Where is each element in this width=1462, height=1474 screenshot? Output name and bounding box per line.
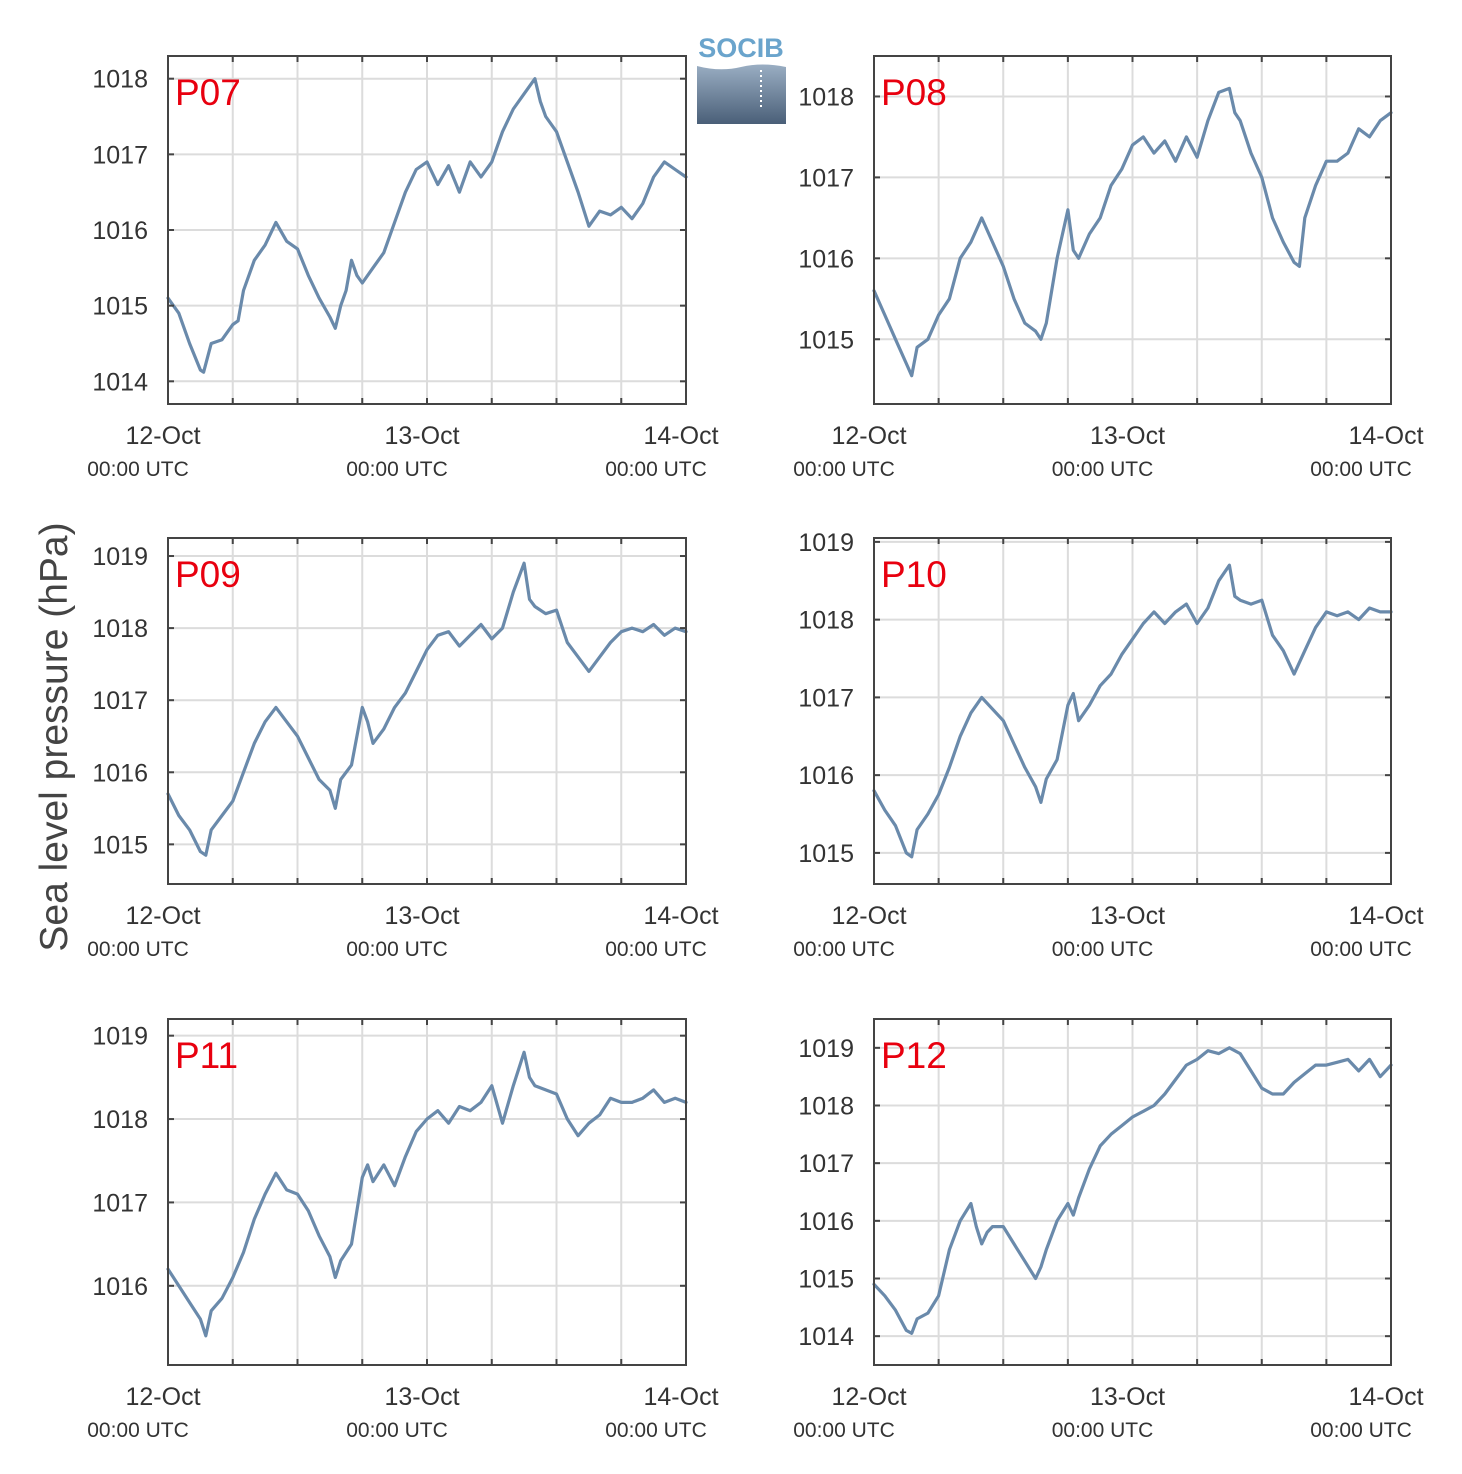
panel-label: P12 bbox=[881, 1035, 947, 1076]
x-tick-sublabel: 00:00 UTC bbox=[793, 458, 895, 481]
x-tick-label: 13-Oct bbox=[1090, 422, 1165, 450]
x-tick-sublabel: 00:00 UTC bbox=[1052, 1419, 1154, 1442]
y-tick-label: 1018 bbox=[798, 1093, 854, 1121]
x-tick-sublabel: 00:00 UTC bbox=[346, 458, 448, 481]
panels: 1014 1015 1016 1017 1018 12-Oct 00:00 UTC 13-Oc… bbox=[87, 55, 1424, 1442]
x-tick-sublabel: 00:00 UTC bbox=[1052, 458, 1154, 481]
x-tick-label: 14-Oct bbox=[643, 1383, 718, 1411]
x-tick-label: 13-Oct bbox=[384, 422, 459, 450]
y-tick-label: 1015 bbox=[92, 293, 148, 321]
x-tick-label: 14-Oct bbox=[1348, 1383, 1423, 1411]
x-tick-label: 12-Oct bbox=[831, 422, 906, 450]
x-tick-sublabel: 00:00 UTC bbox=[87, 1419, 189, 1442]
series-line bbox=[166, 1050, 688, 1338]
series-line bbox=[872, 86, 1393, 378]
y-tick-label: 1019 bbox=[92, 543, 148, 571]
panel-p07: 1014 1015 1016 1017 1018 12-Oct 00:00 UTC 13-Oc… bbox=[87, 55, 719, 481]
x-tick-label: 12-Oct bbox=[831, 1383, 906, 1411]
y-tick-label: 1017 bbox=[92, 141, 148, 169]
panel-label: P07 bbox=[175, 72, 241, 113]
panel-p11: 1016 1017 1018 1019 12-Oct 00:00 UTC 13-Oct 00:… bbox=[87, 1018, 719, 1442]
x-tick-sublabel: 00:00 UTC bbox=[605, 938, 707, 961]
x-tick-label: 14-Oct bbox=[1348, 422, 1423, 450]
x-tick-sublabel: 00:00 UTC bbox=[1310, 458, 1412, 481]
panel-p08: 1015 1016 1017 1018 12-Oct 00:00 UTC 13-Oct 00:… bbox=[793, 55, 1424, 481]
y-tick-label: 1019 bbox=[92, 1023, 148, 1051]
y-tick-label: 1015 bbox=[798, 326, 854, 354]
y-tick-label: 1016 bbox=[92, 217, 148, 245]
x-tick-label: 12-Oct bbox=[125, 1383, 200, 1411]
y-tick-label: 1017 bbox=[798, 1150, 854, 1178]
x-tick-sublabel: 00:00 UTC bbox=[346, 938, 448, 961]
y-tick-label: 1018 bbox=[798, 607, 854, 635]
panel-p09: 1015 1016 1017 1018 1019 12-Oct 00:00 UTC 13-Oc… bbox=[87, 537, 719, 961]
x-tick-label: 13-Oct bbox=[1090, 902, 1165, 930]
y-tick-label: 1016 bbox=[92, 759, 148, 787]
panel-label: P08 bbox=[881, 72, 947, 113]
x-tick-sublabel: 00:00 UTC bbox=[87, 938, 189, 961]
x-tick-sublabel: 00:00 UTC bbox=[1052, 938, 1154, 961]
socib-logo: SOCIB bbox=[697, 33, 786, 124]
x-tick-sublabel: 00:00 UTC bbox=[793, 1419, 895, 1442]
y-tick-label: 1017 bbox=[798, 684, 854, 712]
series-line bbox=[166, 77, 688, 374]
x-tick-sublabel: 00:00 UTC bbox=[793, 938, 895, 961]
panel-label: P09 bbox=[175, 554, 241, 595]
y-tick-label: 1019 bbox=[798, 529, 854, 557]
y-tick-label: 1018 bbox=[798, 83, 854, 111]
x-tick-sublabel: 00:00 UTC bbox=[605, 458, 707, 481]
y-tick-label: 1016 bbox=[798, 245, 854, 273]
series-line bbox=[166, 561, 688, 857]
x-tick-sublabel: 00:00 UTC bbox=[1310, 938, 1412, 961]
x-tick-label: 12-Oct bbox=[125, 422, 200, 450]
x-tick-label: 14-Oct bbox=[1348, 902, 1423, 930]
y-tick-label: 1015 bbox=[798, 1266, 854, 1294]
y-tick-label: 1016 bbox=[798, 1208, 854, 1236]
y-tick-label: 1017 bbox=[92, 1189, 148, 1217]
panel-p12: 1014 1015 1016 1017 1018 1019 12-Oct 00:00 UTC 1… bbox=[793, 1018, 1424, 1442]
x-tick-label: 13-Oct bbox=[384, 902, 459, 930]
y-tick-label: 1018 bbox=[92, 615, 148, 643]
y-tick-label: 1014 bbox=[92, 368, 148, 396]
y-tick-label: 1016 bbox=[92, 1273, 148, 1301]
y-tick-label: 1018 bbox=[92, 1106, 148, 1134]
x-tick-sublabel: 00:00 UTC bbox=[346, 1419, 448, 1442]
x-tick-label: 13-Oct bbox=[384, 1383, 459, 1411]
x-tick-label: 13-Oct bbox=[1090, 1383, 1165, 1411]
y-tick-label: 1015 bbox=[798, 840, 854, 868]
x-tick-label: 14-Oct bbox=[643, 422, 718, 450]
panel-label: P11 bbox=[175, 1035, 238, 1076]
y-axis-label: Sea level pressure (hPa) bbox=[33, 522, 76, 951]
y-tick-label: 1019 bbox=[798, 1035, 854, 1063]
y-tick-label: 1014 bbox=[798, 1323, 854, 1351]
x-tick-label: 12-Oct bbox=[831, 902, 906, 930]
y-tick-label: 1017 bbox=[92, 687, 148, 715]
x-tick-label: 12-Oct bbox=[125, 902, 200, 930]
y-tick-label: 1015 bbox=[92, 831, 148, 859]
series-line bbox=[872, 563, 1393, 859]
series-line bbox=[872, 1046, 1393, 1335]
y-tick-label: 1017 bbox=[798, 164, 854, 192]
panel-label: P10 bbox=[881, 554, 947, 595]
y-tick-label: 1016 bbox=[798, 762, 854, 790]
x-tick-label: 14-Oct bbox=[643, 902, 718, 930]
y-tick-label: 1018 bbox=[92, 66, 148, 94]
panel-p10: 1015 1016 1017 1018 1019 12-Oct 00:00 UTC 13-Oc… bbox=[793, 529, 1423, 961]
x-tick-sublabel: 00:00 UTC bbox=[605, 1419, 707, 1442]
x-tick-sublabel: 00:00 UTC bbox=[1310, 1419, 1412, 1442]
logo-text: SOCIB bbox=[698, 33, 784, 63]
x-tick-sublabel: 00:00 UTC bbox=[87, 458, 189, 481]
logo-wave-shape bbox=[697, 64, 786, 124]
